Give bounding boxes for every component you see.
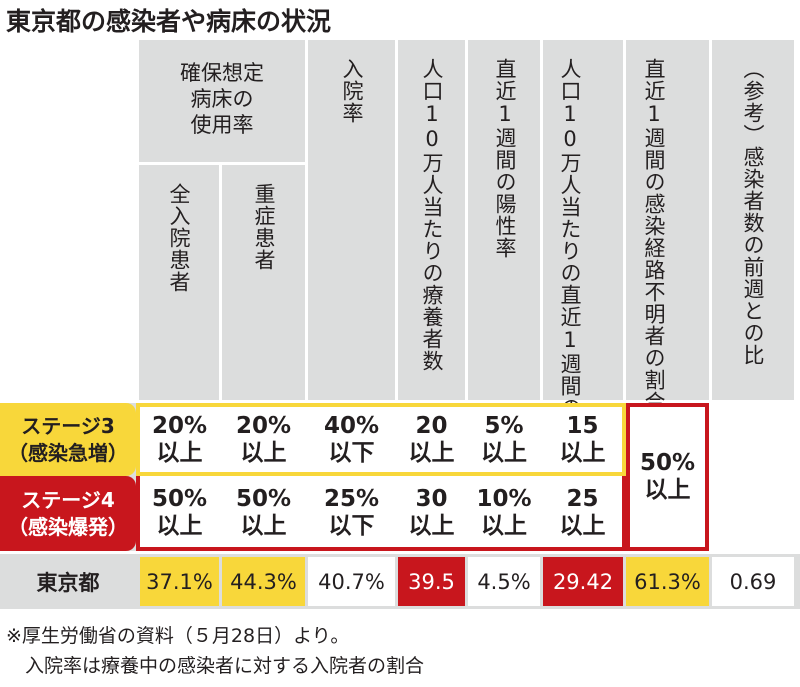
header-cases-per-100k: 人口10万人当たりの直近1週間の感染者数 (543, 40, 623, 507)
stage3-cell: 20 以上 (408, 412, 455, 466)
tokyo-value: 37.1% (140, 557, 219, 606)
tokyo-value: 39.5 (398, 557, 465, 606)
stage4-cell: 30 以上 (408, 485, 455, 539)
tokyo-value: 4.5% (468, 557, 540, 606)
stage4-label: ステージ4 （感染爆発） (0, 476, 136, 551)
stage3-label: ステージ3 （感染急増） (0, 403, 136, 476)
stage3-cell: 20% 以上 (151, 412, 208, 466)
tokyo-value: 0.69 (712, 557, 794, 606)
tokyo-value: 61.3% (626, 557, 709, 606)
tokyo-value: 40.7% (308, 557, 395, 606)
header-severe-patients-label: 重症患者 (252, 183, 276, 271)
header-all-inpatients-label: 全入院患者 (167, 183, 191, 293)
header-unknown-route-label: 直近1週間の感染経路不明者の割合 (642, 58, 666, 413)
stage3-block (136, 403, 626, 476)
stage4-block (136, 476, 626, 551)
header-all-inpatients: 全入院患者 (139, 165, 219, 400)
stage3-cell: 20% 以上 (235, 412, 292, 466)
tokyo-label: 東京都 (0, 554, 136, 609)
explanation-note: 入院率は療養中の感染者に対する入院者の割合 (6, 655, 425, 677)
stage3-cell: 40% 以下 (323, 412, 380, 466)
header-hospitalization-rate: 入院率 (308, 40, 395, 400)
header-recuperating-label: 人口10万人当たりの療養者数 (420, 58, 444, 372)
weekly-ratio-empty-cell (712, 403, 794, 551)
header-recuperating-per-100k: 人口10万人当たりの療養者数 (398, 40, 465, 400)
header-unknown-route: 直近1週間の感染経路不明者の割合 (626, 40, 709, 413)
stage4-cell: 50% 以上 (151, 485, 208, 539)
header-severe-patients: 重症患者 (222, 165, 305, 400)
header-hospitalization-rate-label: 入院率 (340, 58, 364, 124)
header-bed-usage-label: 確保想定 病床の 使用率 (180, 61, 264, 137)
stage4-cell: 10% 以上 (476, 485, 532, 539)
page-title: 東京都の感染者や病床の状況 (6, 7, 332, 36)
header-positivity-rate: 直近1週間の陽性率 (468, 40, 540, 400)
header-bed-usage-group: 確保想定 病床の 使用率 (139, 40, 305, 162)
stage4-cell: 25 以上 (559, 485, 606, 539)
header-weekly-ratio-label: （参考）感染者数の前週との比 (741, 58, 765, 366)
stage3-cell: 15 以上 (559, 412, 606, 466)
source-note: ※厚生労働省の資料（５月28日）より。 (6, 625, 350, 647)
header-positivity-rate-label: 直近1週間の陽性率 (493, 58, 517, 259)
header-weekly-ratio: （参考）感染者数の前週との比 (712, 40, 794, 400)
stage3-cell: 5% 以上 (481, 412, 527, 466)
stage4-cell: 50% 以上 (235, 485, 292, 539)
stage4-cell: 25% 以下 (323, 485, 380, 539)
tokyo-value: 29.42 (543, 557, 623, 606)
tokyo-value: 44.3% (222, 557, 305, 606)
unknown-route-threshold: 50% 以上 (626, 403, 709, 551)
